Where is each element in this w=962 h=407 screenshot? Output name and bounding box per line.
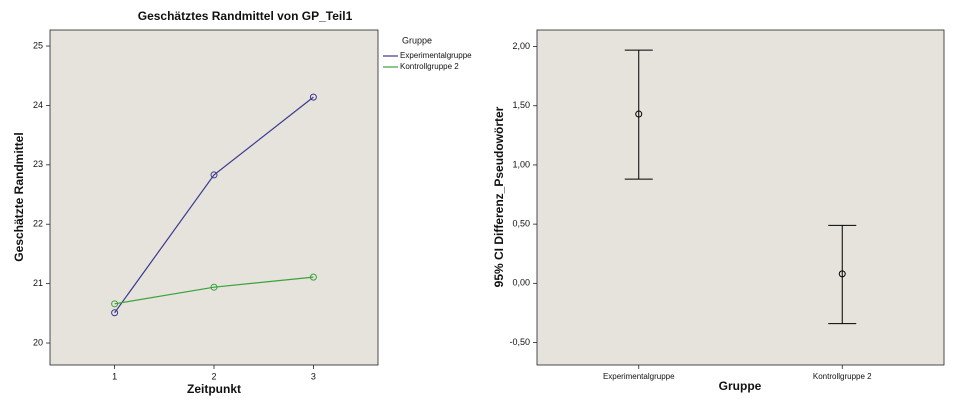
y-tick-label: 24 [33,100,43,110]
legend-text: Experimentalgruppe [400,51,472,60]
y-tick-label: 23 [33,159,43,169]
y-axis-label: 95% CI Differenz_Pseudowörter [492,106,506,287]
x-axis-label: Gruppe [719,379,762,393]
point [111,309,119,317]
line [114,276,314,305]
x-tick-label: Experimentalgruppe [603,372,675,381]
mean-point [838,270,846,278]
plot-area [536,29,945,366]
x-tick-label: 1 [112,371,117,381]
x-tick-label: Kontrollgruppe 2 [813,372,872,381]
y-tick-label: 0,50 [512,219,530,229]
y-tick-label: 21 [33,278,43,288]
x-tick-label: 2 [211,371,216,381]
y-tick-label: -0,50 [509,337,530,347]
point [210,283,218,291]
y-axis-label: Geschätzte Randmittel [12,132,26,261]
point [210,171,218,179]
y-tick-label: 22 [33,219,43,229]
y-tick-label: 0,00 [512,278,530,288]
point [309,93,317,101]
point [309,273,317,281]
point [111,300,119,308]
y-tick-label: 2,00 [512,41,530,51]
chart-title: Geschätztes Randmittel von GP_Teil1 [138,9,353,23]
y-tick-label: 1,50 [512,100,530,110]
x-axis-label: Zeitpunkt [187,382,241,396]
plot-area [49,29,379,366]
x-tick-label: 3 [311,371,316,381]
y-tick-label: 25 [33,40,43,50]
y-tick-label: 20 [33,337,43,347]
legend-title: Gruppe [402,35,432,45]
y-tick-label: 1,00 [512,159,530,169]
line [114,96,314,314]
mean-point [635,110,643,118]
legend-text: Kontrollgruppe 2 [400,62,459,71]
